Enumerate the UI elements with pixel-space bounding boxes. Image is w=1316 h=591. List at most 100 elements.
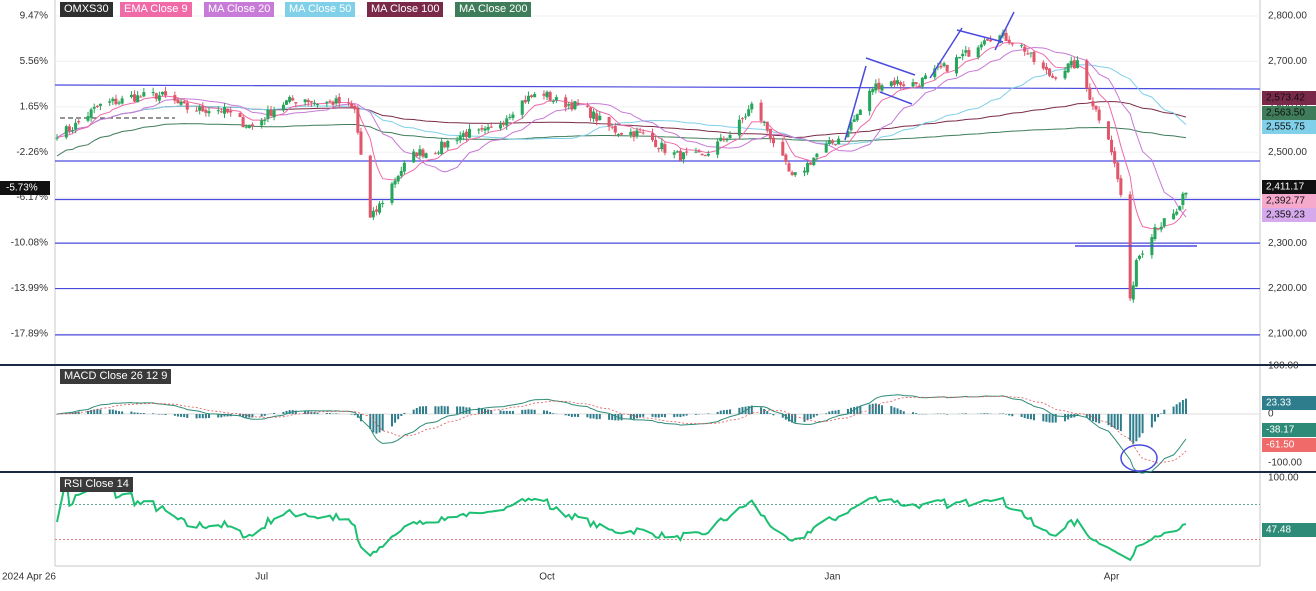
candle-body	[456, 140, 459, 141]
candle-body	[815, 154, 818, 157]
legend-symbol[interactable]: OMXS30	[60, 2, 113, 17]
macd-histogram-bar	[397, 414, 399, 419]
candle-body	[955, 57, 958, 73]
candle-body	[136, 95, 139, 102]
candle-body	[527, 96, 530, 102]
candle-body	[484, 129, 487, 131]
rsi-indicator-label[interactable]: RSI Close 14	[60, 477, 133, 492]
candle-body	[242, 117, 245, 127]
candle-body	[425, 153, 428, 158]
candle-body	[741, 118, 744, 119]
candle-body	[642, 132, 645, 133]
candle-body	[1153, 227, 1156, 239]
macd-histogram-bar	[261, 414, 263, 417]
macd-histogram-bar	[621, 414, 623, 420]
macd-histogram-bar	[1120, 414, 1122, 431]
candle-body	[1098, 110, 1101, 121]
legend-ema9[interactable]: EMA Close 9	[120, 2, 192, 17]
rsi-value-text: 47.48	[1266, 525, 1291, 536]
candle-body	[282, 105, 285, 111]
candle-body	[924, 75, 927, 78]
candle-body	[552, 101, 555, 102]
price-panel	[55, 0, 1260, 365]
candle-body	[285, 100, 288, 104]
y-tick-right: 2,800.00	[1268, 11, 1307, 22]
macd-histogram-bar	[813, 414, 815, 417]
candle-body	[328, 101, 331, 102]
candle-body	[220, 111, 223, 112]
macd-histogram-bar	[379, 414, 381, 432]
macd-histogram-bar	[165, 414, 167, 415]
candle-body	[421, 150, 424, 157]
candle-body	[316, 104, 319, 105]
candle-body	[1107, 121, 1110, 139]
macd-histogram-bar	[673, 414, 675, 417]
candle-body	[118, 102, 121, 103]
macd-value-text: 23.33	[1266, 398, 1291, 409]
candle-body	[508, 117, 511, 118]
candle-body	[161, 92, 164, 94]
macd-histogram-bar	[394, 414, 396, 423]
macd-histogram-bar	[1033, 414, 1035, 420]
candle-body	[251, 124, 254, 126]
candle-body	[567, 104, 570, 106]
legend-ma50[interactable]: MA Close 50	[285, 2, 355, 17]
candle-body	[133, 94, 136, 101]
legend-ma20[interactable]: MA Close 20	[204, 2, 274, 17]
legend-ma100[interactable]: MA Close 100	[367, 2, 443, 17]
macd-histogram-bar	[897, 408, 899, 414]
macd-histogram-bar	[484, 409, 486, 414]
macd-histogram-bar	[152, 413, 154, 414]
candle-body	[673, 152, 676, 154]
macd-histogram-bar	[205, 414, 207, 418]
candle-body	[1067, 64, 1070, 73]
macd-histogram-bar	[1157, 414, 1159, 417]
candle-body	[660, 143, 663, 149]
macd-histogram-bar	[1163, 410, 1165, 414]
macd-histogram-bar	[543, 410, 545, 414]
macd-histogram-bar	[838, 410, 840, 414]
candle-body	[614, 126, 617, 133]
macd-histogram-bar	[422, 406, 424, 414]
candle-body	[915, 82, 918, 84]
candle-body	[617, 134, 620, 135]
candle-body	[499, 124, 502, 128]
macd-histogram-bar	[506, 411, 508, 414]
candle-body	[204, 110, 207, 113]
macd-histogram-bar	[869, 404, 871, 414]
macd-histogram-bar	[375, 414, 377, 434]
macd-histogram-bar	[509, 411, 511, 414]
macd-histogram-bar	[1111, 414, 1113, 427]
macd-indicator-label[interactable]: MACD Close 26 12 9	[60, 369, 171, 384]
candle-body	[238, 113, 241, 117]
macd-histogram-bar	[180, 414, 182, 417]
candle-body	[1020, 45, 1023, 46]
candle-body	[1157, 228, 1160, 229]
macd-histogram-bar	[717, 412, 719, 414]
legend-ma200[interactable]: MA Close 200	[455, 2, 531, 17]
macd-histogram-bar	[723, 410, 725, 414]
rsi-series	[55, 478, 1260, 560]
macd-histogram-bar	[351, 414, 353, 415]
macd-histogram-bar	[589, 414, 591, 418]
candle-body	[983, 40, 986, 44]
x-tick-label: Jul	[255, 572, 268, 583]
macd-signal-line	[57, 396, 1186, 463]
macd-histogram-bar	[1129, 414, 1131, 441]
macd-line	[57, 395, 1186, 473]
candle-body	[784, 155, 787, 162]
macd-histogram-bar	[419, 406, 421, 414]
candle-body	[943, 63, 946, 66]
macd-histogram-bar	[425, 406, 427, 414]
candle-body	[71, 130, 74, 131]
macd-histogram-bar	[521, 410, 523, 414]
candle-body	[1008, 40, 1011, 43]
candle-body	[620, 133, 623, 135]
candle-body	[809, 163, 812, 165]
candle-body	[375, 210, 378, 212]
candle-body	[1042, 62, 1045, 68]
macd-histogram-bar	[143, 413, 145, 414]
candle-body	[201, 106, 204, 111]
macd-histogram-bar	[326, 413, 328, 414]
macd-histogram-bar	[1173, 407, 1175, 414]
